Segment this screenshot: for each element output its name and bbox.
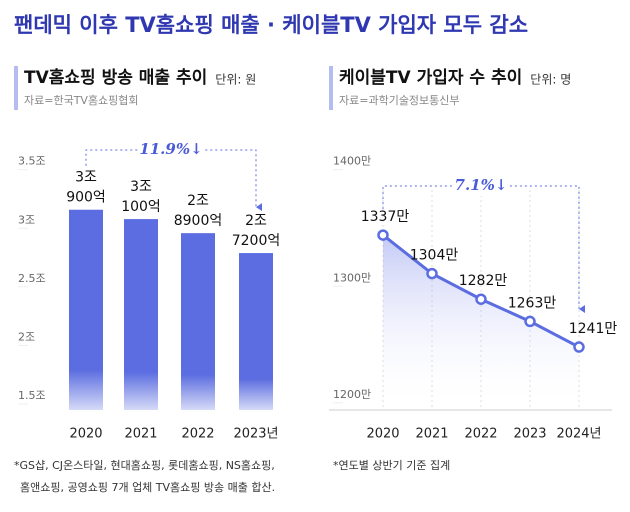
y-tick-label: 1.5조	[18, 389, 46, 402]
point	[573, 341, 585, 353]
value-label: 100억	[121, 199, 161, 215]
y-tick-label: 3.5조	[18, 155, 46, 168]
x-tick-label: 2021	[415, 427, 448, 442]
value-label: 2조	[187, 193, 209, 209]
chart-title: TV홈쇼핑 방송 매출 추이	[24, 67, 207, 88]
bar-fade	[124, 219, 158, 410]
x-tick-label: 2022	[464, 427, 497, 442]
y-tick-label: 1200만	[333, 388, 371, 401]
x-tick-label: 2020	[69, 427, 102, 442]
y-tick-label: 2조	[18, 330, 35, 343]
source: 자료=한국TV홈쇼핑협회	[24, 93, 139, 107]
value-label: 1304만	[410, 248, 459, 264]
y-tick-label: 1400만	[333, 155, 371, 168]
main-title: 팬데믹 이후 TV홈쇼핑 매출 · 케이블TV 가입자 모두 감소	[14, 13, 528, 37]
value-label: 900억	[66, 190, 106, 206]
annotation: 11.9%↓	[139, 140, 202, 158]
point	[377, 229, 389, 241]
value-label: 1337만	[361, 209, 410, 225]
annotation: 7.1%↓	[455, 176, 508, 194]
value-label: 1282만	[459, 273, 508, 289]
value-label: 3조	[75, 170, 97, 186]
bar-fade	[181, 233, 215, 410]
title-accent	[14, 66, 18, 110]
annotation-bg	[453, 176, 509, 196]
footnote: *연도별 상반기 기준 집계	[333, 459, 450, 472]
source: 자료=과학기술정보통신부	[339, 94, 460, 107]
x-tick-label: 2023	[513, 427, 546, 442]
bar-fade	[69, 209, 103, 410]
unit-label: 단위: 명	[530, 73, 571, 87]
y-tick-label: 2.5조	[18, 272, 46, 285]
x-tick-label: 2023년	[233, 427, 278, 442]
title-accent	[329, 66, 333, 110]
x-tick-label: 2024년	[556, 427, 601, 442]
chart-title: 케이블TV 가입자 수 추이	[339, 68, 522, 88]
x-tick-label: 2022	[181, 427, 214, 442]
value-label: 3조	[130, 179, 152, 195]
y-tick-label: 1300만	[333, 271, 371, 284]
value-label: 8900억	[174, 213, 223, 229]
value-label: 1241만	[569, 321, 618, 337]
point	[475, 293, 487, 305]
x-tick-label: 2021	[124, 427, 157, 442]
x-tick-label: 2020	[366, 427, 399, 442]
footnote: *GS샵, CJ온스타일, 현대홈쇼핑, 롯데홈쇼핑, NS홈쇼핑,	[14, 458, 275, 472]
unit-label: 단위: 원	[215, 73, 256, 87]
point	[524, 315, 536, 328]
annotation-bg	[139, 140, 203, 160]
y-tick-label: 3조	[18, 213, 35, 226]
point	[426, 267, 438, 280]
value-label: 2조	[245, 213, 267, 229]
footnote: 홈앤쇼핑, 공영쇼핑 7개 업체 TV홈쇼핑 방송 매출 합산.	[20, 480, 275, 494]
bar-fade	[239, 253, 273, 410]
value-label: 1263만	[508, 295, 557, 311]
value-label: 7200억	[232, 233, 281, 249]
